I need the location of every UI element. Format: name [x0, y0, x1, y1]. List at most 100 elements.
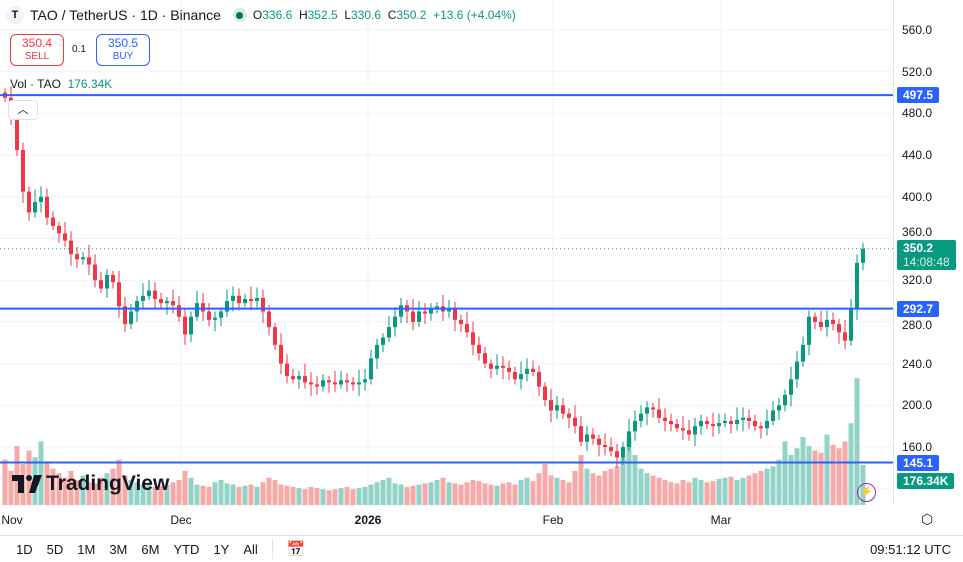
- volume-bar: [602, 470, 608, 505]
- candle-body: [417, 311, 421, 322]
- volume-bar: [806, 445, 812, 505]
- volume-bar: [788, 455, 794, 505]
- range-ytd[interactable]: YTD: [173, 541, 200, 557]
- chart-canvas[interactable]: [0, 0, 893, 505]
- candle-body: [183, 316, 187, 335]
- chart-settings-icon[interactable]: ⬡: [921, 511, 934, 527]
- candle-body: [603, 444, 607, 447]
- volume-bar: [506, 482, 512, 505]
- candle-body: [213, 317, 217, 320]
- candle-body: [357, 382, 361, 385]
- time-axis[interactable]: Nov Dec 2026 Feb Mar ⬡: [0, 505, 933, 533]
- sell-button[interactable]: 350.4 SELL: [10, 34, 64, 66]
- tradingview-logo[interactable]: TradingView: [12, 472, 169, 496]
- countdown-value: 14:08:48: [903, 254, 950, 269]
- volume-bar: [668, 482, 674, 505]
- volume-bar: [548, 475, 554, 505]
- range-1m[interactable]: 1M: [77, 541, 96, 557]
- clock[interactable]: 09:51:12 UTC: [870, 541, 951, 557]
- candle-body: [57, 225, 61, 234]
- candle-body: [489, 363, 493, 369]
- range-6m[interactable]: 6M: [141, 541, 160, 557]
- candle-body: [765, 420, 769, 429]
- horizontal-line-label: 145.1: [897, 454, 940, 471]
- price-tick: 320.0: [902, 273, 933, 288]
- candle-body: [459, 319, 463, 324]
- volume-bar: [776, 459, 782, 505]
- candle-body: [249, 298, 253, 302]
- volume-bar: [728, 476, 734, 505]
- volume-bar: [578, 455, 584, 505]
- price-axis[interactable]: 497.5 292.7 145.1 350.2 14:08:48 176.34K 560.0…: [893, 0, 963, 505]
- bottom-toolbar: 1D 5D 1M 3M 6M YTD 1Y All 📅 09:51:12 UTC: [0, 535, 963, 562]
- range-3m[interactable]: 3M: [109, 541, 128, 557]
- candle-body: [513, 371, 517, 380]
- chart-pane[interactable]: T TAO / TetherUS · 1D · Binance O336.6 H…: [0, 0, 893, 505]
- range-5d[interactable]: 5D: [46, 541, 64, 557]
- volume-bar: [326, 490, 332, 505]
- range-1y[interactable]: 1Y: [213, 541, 230, 557]
- candle-body: [705, 420, 709, 425]
- candle-body: [729, 420, 733, 425]
- volume-bar: [296, 487, 302, 505]
- collapse-legend-button[interactable]: ︿: [8, 100, 38, 120]
- volume-bar: [572, 470, 578, 505]
- buy-button[interactable]: 350.5 BUY: [96, 34, 150, 66]
- volume-bar: [638, 468, 644, 505]
- lightning-icon[interactable]: ⚡: [857, 483, 876, 502]
- volume-bar: [230, 484, 236, 505]
- candle-body: [99, 280, 103, 289]
- candle-body: [657, 409, 661, 418]
- price-tick: 560.0: [902, 23, 933, 37]
- buy-label: BUY: [112, 51, 134, 62]
- volume-bar: [350, 489, 356, 505]
- volume-bar: [122, 475, 128, 505]
- range-1d[interactable]: 1D: [16, 541, 33, 557]
- candle-body: [195, 303, 199, 317]
- candle-body: [297, 376, 301, 380]
- volume-bar: [344, 486, 350, 505]
- horizontal-line-label: 497.5: [897, 87, 940, 104]
- volume-bar: [164, 484, 170, 505]
- candle-body: [543, 386, 547, 401]
- candle-body: [849, 309, 853, 341]
- candle-body: [69, 240, 73, 255]
- candle-body: [753, 420, 757, 427]
- volume-bar: [200, 485, 206, 505]
- volume-bar: [218, 480, 224, 505]
- last-price-value: 350.2: [903, 240, 934, 255]
- candle-body: [285, 363, 289, 377]
- volume-bar: [662, 480, 668, 505]
- candle-body: [381, 337, 385, 345]
- volume-bar: [80, 475, 86, 505]
- volume-bar: [206, 486, 212, 505]
- volume-axis-label: 176.34K: [897, 473, 955, 489]
- candle-body: [495, 365, 499, 369]
- volume-bar: [380, 480, 386, 505]
- volume-bar: [176, 480, 182, 505]
- volume-bar: [362, 486, 368, 505]
- range-all[interactable]: All: [243, 541, 258, 557]
- candle-body: [327, 380, 331, 383]
- candle-body: [675, 424, 679, 429]
- candle-body: [711, 424, 715, 427]
- candle-body: [741, 417, 745, 420]
- candle-body: [81, 257, 85, 260]
- candle-body: [801, 344, 805, 362]
- candle-body: [111, 274, 115, 283]
- candle-body: [831, 319, 835, 324]
- candle-body: [723, 420, 727, 424]
- volume-bar: [62, 477, 68, 505]
- candle-body: [783, 394, 787, 406]
- symbol-title[interactable]: TAO / TetherUS · 1D · Binance: [30, 7, 221, 23]
- candle-body: [525, 368, 529, 375]
- candle-body: [423, 311, 427, 314]
- volume-bar: [74, 480, 80, 505]
- candle-body: [291, 376, 295, 380]
- candle-body: [27, 191, 31, 213]
- volume-bar: [650, 475, 656, 505]
- go-to-date-icon[interactable]: 📅: [286, 541, 306, 558]
- candle-body: [777, 405, 781, 411]
- candle-body: [627, 431, 631, 447]
- candle-body: [747, 417, 751, 421]
